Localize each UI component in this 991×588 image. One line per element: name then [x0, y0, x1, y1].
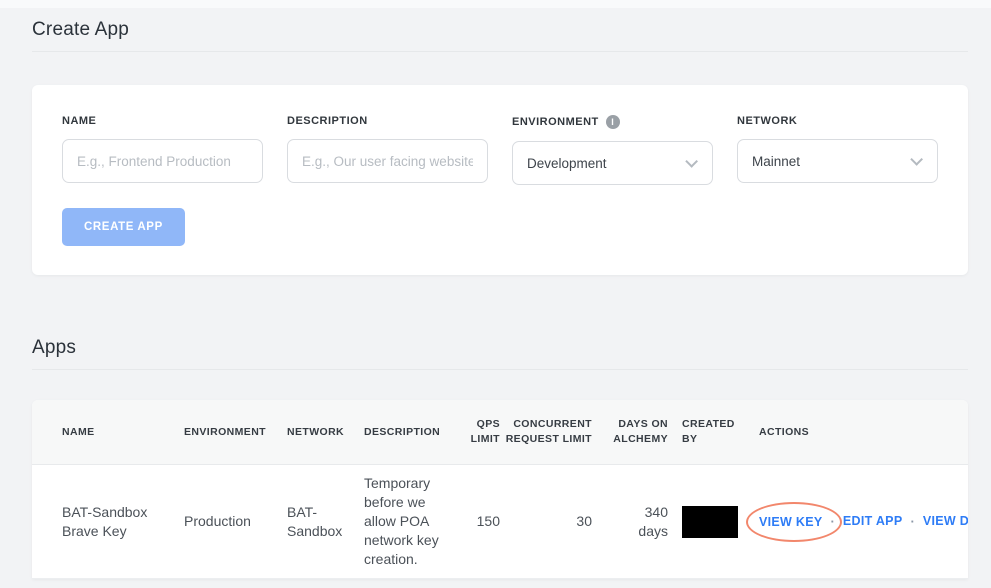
apps-title: Apps	[32, 337, 77, 358]
apps-table-header: NAME ENVIRONMENT NETWORK DESCRIPTION QPS…	[32, 400, 968, 465]
description-input[interactable]	[287, 139, 488, 183]
column-header-days-on-alchemy: DAYS ON ALCHEMY	[613, 418, 668, 445]
create-app-form-row: NAME DESCRIPTION ENVIRONMENT i Developme…	[62, 115, 938, 185]
name-input[interactable]	[62, 139, 263, 183]
network-label-text: NETWORK	[737, 115, 798, 127]
cell-actions: VIEW KEY · EDIT APP · VIEW DETAILS	[745, 465, 968, 578]
name-label: NAME	[62, 115, 263, 127]
cell-days-on-alchemy: 340 days	[592, 465, 668, 578]
column-header-created-by: CREATED BY	[682, 418, 735, 445]
description-label: DESCRIPTION	[287, 115, 488, 127]
table-row: BAT-Sandbox Brave Key Production BAT-San…	[32, 465, 968, 579]
description-label-text: DESCRIPTION	[287, 115, 368, 127]
environment-select[interactable]: Development	[512, 141, 713, 185]
network-select[interactable]: Mainnet	[737, 139, 938, 183]
create-app-title: Create App	[32, 19, 130, 40]
action-separator: ·	[830, 514, 835, 529]
dashboard-content: Create App NAME DESCRIPTION ENVIRONMENT …	[32, 0, 968, 579]
apps-divider	[32, 369, 968, 370]
column-header-environment: ENVIRONMENT	[184, 425, 266, 438]
name-label-text: NAME	[62, 115, 97, 127]
column-header-network: NETWORK	[287, 425, 345, 438]
field-description: DESCRIPTION	[287, 115, 488, 185]
cell-network: BAT-Sandbox	[287, 503, 343, 539]
cell-name: BAT-Sandbox Brave Key	[62, 503, 148, 539]
column-header-name: NAME	[62, 425, 95, 438]
info-icon[interactable]: i	[605, 115, 620, 129]
column-header-concurrent-request-limit: CONCURRENT REQUEST LIMIT	[505, 418, 592, 445]
chevron-down-icon	[685, 154, 698, 168]
view-key-wrap: VIEW KEY	[746, 501, 842, 542]
view-details-link[interactable]: VIEW DETAILS	[922, 514, 968, 528]
cell-qps-limit: 150	[476, 513, 500, 529]
network-label: NETWORK	[737, 115, 938, 127]
cell-description: Temporary before we allow POA network ke…	[364, 475, 439, 567]
network-select-value: Mainnet	[752, 153, 801, 169]
apps-table-card: NAME ENVIRONMENT NETWORK DESCRIPTION QPS…	[32, 400, 968, 579]
column-header-actions: ACTIONS	[759, 425, 810, 438]
create-app-divider	[32, 51, 968, 52]
cell-environment: Production	[184, 513, 251, 529]
created-by-redacted	[682, 505, 738, 538]
column-header-description: DESCRIPTION	[364, 425, 441, 438]
chevron-down-icon	[910, 152, 923, 166]
field-environment: ENVIRONMENT i Development	[512, 115, 713, 185]
create-app-button[interactable]: CREATE APP	[62, 208, 185, 246]
environment-select-value: Development	[527, 155, 607, 171]
field-network: NETWORK Mainnet	[737, 115, 938, 185]
environment-label: ENVIRONMENT i	[512, 115, 713, 129]
view-key-link[interactable]: VIEW KEY	[759, 514, 823, 529]
top-strip	[0, 0, 991, 8]
environment-label-text: ENVIRONMENT	[512, 116, 599, 128]
column-header-qps-limit: QPS LIMIT	[470, 418, 500, 445]
field-name: NAME	[62, 115, 263, 185]
action-separator: ·	[910, 514, 915, 529]
cell-concurrent-request-limit: 30	[576, 513, 592, 529]
days-on-alchemy-value: 340 days	[638, 503, 668, 539]
create-app-card: NAME DESCRIPTION ENVIRONMENT i Developme…	[32, 85, 968, 275]
edit-app-link[interactable]: EDIT APP	[842, 514, 903, 528]
cell-created-by	[668, 465, 745, 578]
